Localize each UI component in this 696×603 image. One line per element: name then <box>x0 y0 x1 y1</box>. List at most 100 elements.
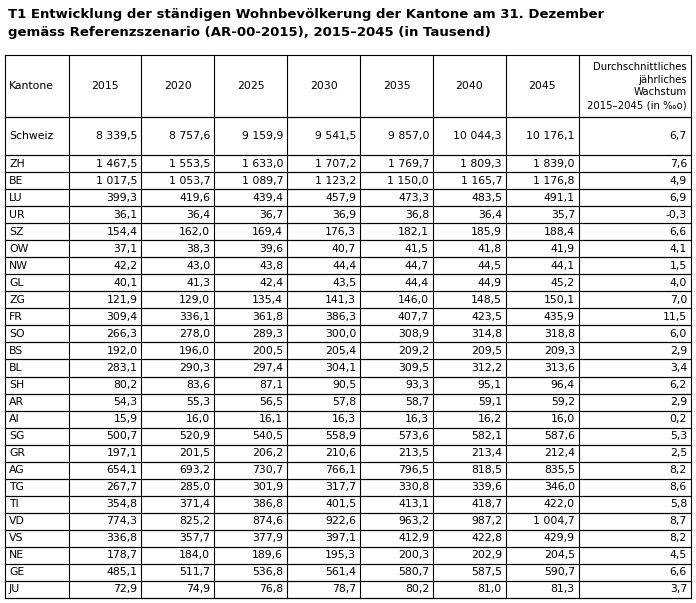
Text: 267,7: 267,7 <box>106 482 137 492</box>
Text: 204,5: 204,5 <box>544 551 575 560</box>
Text: 178,7: 178,7 <box>106 551 137 560</box>
Text: 57,8: 57,8 <box>332 397 356 407</box>
Text: 313,6: 313,6 <box>544 363 575 373</box>
Text: 520,9: 520,9 <box>180 431 210 441</box>
Text: 83,6: 83,6 <box>187 380 210 390</box>
Text: 309,5: 309,5 <box>398 363 429 373</box>
Text: UR: UR <box>9 210 24 219</box>
Text: FR: FR <box>9 312 23 322</box>
Text: 963,2: 963,2 <box>398 516 429 526</box>
Text: 8 757,6: 8 757,6 <box>169 131 210 141</box>
Text: 40,1: 40,1 <box>113 278 137 288</box>
Text: BS: BS <box>9 346 23 356</box>
Text: 196,0: 196,0 <box>180 346 210 356</box>
Text: 43,8: 43,8 <box>259 260 283 271</box>
Text: 43,5: 43,5 <box>332 278 356 288</box>
Text: 346,0: 346,0 <box>544 482 575 492</box>
Text: 500,7: 500,7 <box>106 431 137 441</box>
Text: 78,7: 78,7 <box>332 584 356 595</box>
Text: 2,9: 2,9 <box>670 346 687 356</box>
Text: 148,5: 148,5 <box>471 295 502 305</box>
Text: 121,9: 121,9 <box>106 295 137 305</box>
Text: 74,9: 74,9 <box>187 584 210 595</box>
Text: 44,5: 44,5 <box>478 260 502 271</box>
Text: 93,3: 93,3 <box>405 380 429 390</box>
Text: 485,1: 485,1 <box>106 567 137 578</box>
Text: 184,0: 184,0 <box>180 551 210 560</box>
Text: 774,3: 774,3 <box>106 516 137 526</box>
Text: 1 769,7: 1 769,7 <box>388 159 429 168</box>
Text: 16,3: 16,3 <box>332 414 356 424</box>
Text: 42,4: 42,4 <box>259 278 283 288</box>
Text: 11,5: 11,5 <box>663 312 687 322</box>
Text: 339,6: 339,6 <box>471 482 502 492</box>
Text: JU: JU <box>9 584 20 595</box>
Text: TG: TG <box>9 482 24 492</box>
Text: 2020: 2020 <box>164 81 192 91</box>
Text: 8,2: 8,2 <box>670 534 687 543</box>
Text: 213,5: 213,5 <box>398 448 429 458</box>
Text: 312,2: 312,2 <box>471 363 502 373</box>
Text: 2045: 2045 <box>528 81 556 91</box>
Text: 7,6: 7,6 <box>670 159 687 168</box>
Text: T1 Entwicklung der ständigen Wohnbevölkerung der Kantone am 31. Dezember: T1 Entwicklung der ständigen Wohnbevölke… <box>8 8 604 21</box>
Text: 330,8: 330,8 <box>398 482 429 492</box>
Text: 41,9: 41,9 <box>551 244 575 254</box>
Text: 422,0: 422,0 <box>544 499 575 510</box>
Text: 42,2: 42,2 <box>113 260 137 271</box>
Text: 162,0: 162,0 <box>180 227 210 236</box>
Text: 1 123,2: 1 123,2 <box>315 175 356 186</box>
Text: Schweiz: Schweiz <box>9 131 54 141</box>
Text: VS: VS <box>9 534 24 543</box>
Text: 473,3: 473,3 <box>398 192 429 203</box>
Text: 146,0: 146,0 <box>398 295 429 305</box>
Text: 491,1: 491,1 <box>544 192 575 203</box>
Text: 44,4: 44,4 <box>405 278 429 288</box>
Text: 40,7: 40,7 <box>332 244 356 254</box>
Text: 141,3: 141,3 <box>325 295 356 305</box>
Text: 278,0: 278,0 <box>180 329 210 339</box>
Text: TI: TI <box>9 499 19 510</box>
Text: 44,7: 44,7 <box>405 260 429 271</box>
Text: 987,2: 987,2 <box>471 516 502 526</box>
Text: 423,5: 423,5 <box>471 312 502 322</box>
Text: 76,8: 76,8 <box>259 584 283 595</box>
Text: 41,5: 41,5 <box>405 244 429 254</box>
Text: 301,9: 301,9 <box>252 482 283 492</box>
Text: 1 633,0: 1 633,0 <box>242 159 283 168</box>
Text: SZ: SZ <box>9 227 24 236</box>
Text: 59,1: 59,1 <box>478 397 502 407</box>
Text: AI: AI <box>9 414 19 424</box>
Text: 558,9: 558,9 <box>325 431 356 441</box>
Text: 1 017,5: 1 017,5 <box>96 175 137 186</box>
Text: 38,3: 38,3 <box>187 244 210 254</box>
Text: 401,5: 401,5 <box>325 499 356 510</box>
Text: 587,6: 587,6 <box>544 431 575 441</box>
Text: GE: GE <box>9 567 24 578</box>
Text: 213,4: 213,4 <box>471 448 502 458</box>
Text: 0,2: 0,2 <box>670 414 687 424</box>
Text: 2,5: 2,5 <box>670 448 687 458</box>
Text: 386,8: 386,8 <box>252 499 283 510</box>
Text: 55,3: 55,3 <box>187 397 210 407</box>
Text: 96,4: 96,4 <box>551 380 575 390</box>
Text: 192,0: 192,0 <box>106 346 137 356</box>
Text: 16,0: 16,0 <box>186 414 210 424</box>
Text: ZG: ZG <box>9 295 25 305</box>
Text: 37,1: 37,1 <box>113 244 137 254</box>
Text: 825,2: 825,2 <box>180 516 210 526</box>
Text: 44,4: 44,4 <box>332 260 356 271</box>
Text: AG: AG <box>9 465 24 475</box>
Text: 2040: 2040 <box>456 81 484 91</box>
Text: 1 053,7: 1 053,7 <box>169 175 210 186</box>
Text: BL: BL <box>9 363 23 373</box>
Text: 205,4: 205,4 <box>325 346 356 356</box>
Text: 2035: 2035 <box>383 81 411 91</box>
Text: 9 857,0: 9 857,0 <box>388 131 429 141</box>
Text: 654,1: 654,1 <box>106 465 137 475</box>
Text: 587,5: 587,5 <box>471 567 502 578</box>
Text: 44,1: 44,1 <box>551 260 575 271</box>
Text: 8,2: 8,2 <box>670 465 687 475</box>
Text: 200,5: 200,5 <box>252 346 283 356</box>
Text: 397,1: 397,1 <box>325 534 356 543</box>
